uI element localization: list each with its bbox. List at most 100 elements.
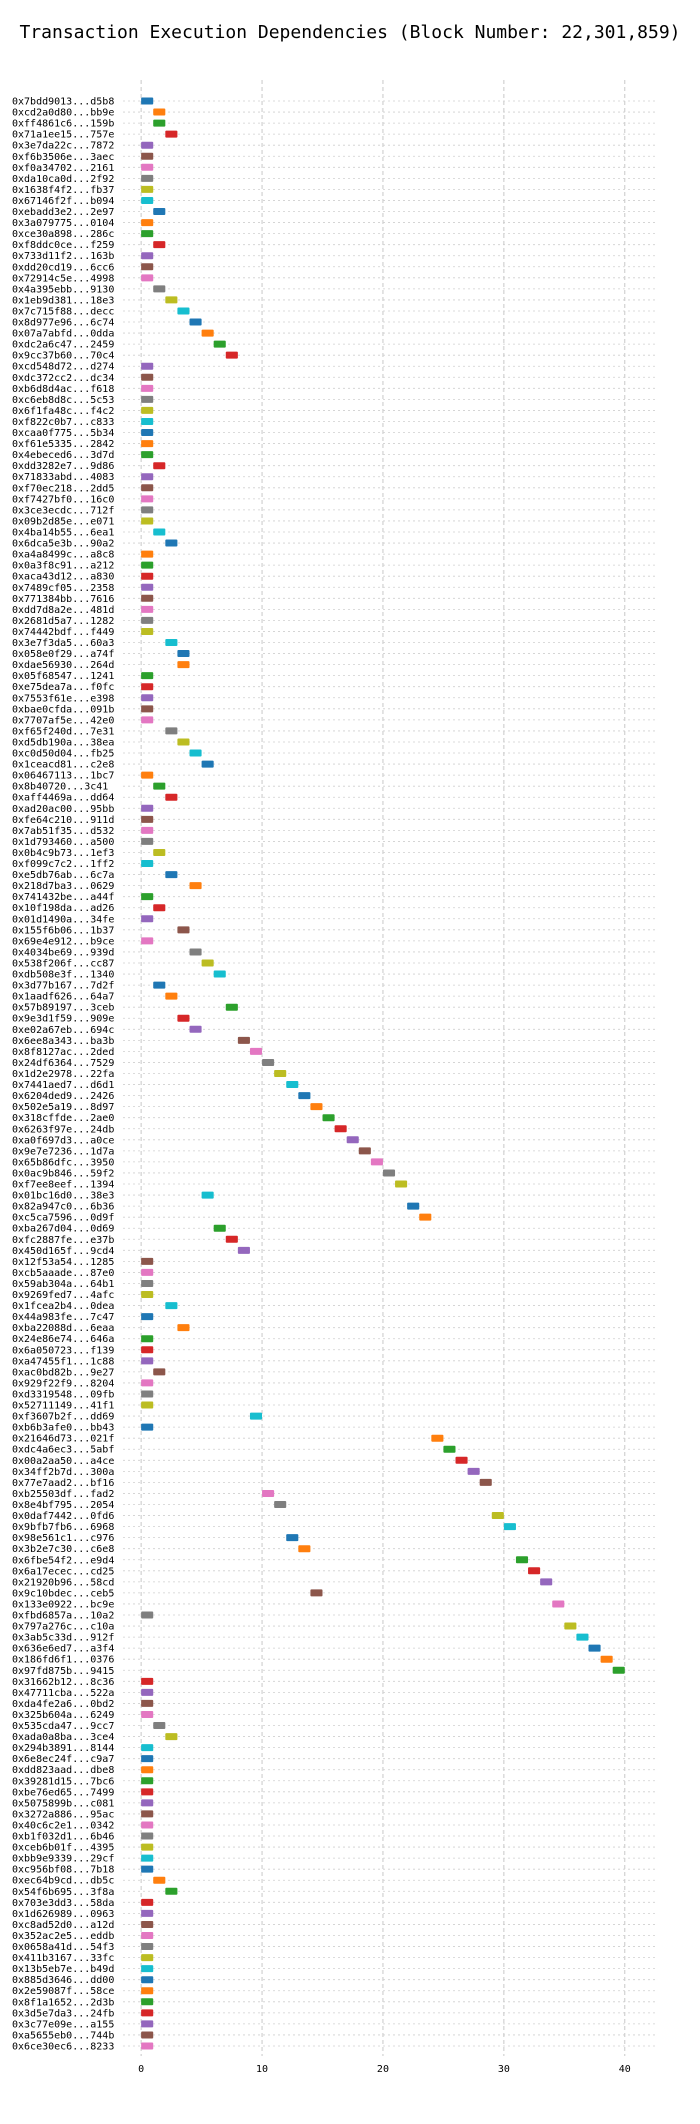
tx-label: 0x218d7ba3...0629 <box>12 881 114 892</box>
tx-bar <box>334 1125 347 1133</box>
tx-label: 0x05f68547...1241 <box>12 671 114 682</box>
tx-label: 0x3b2e7c30...c6e8 <box>12 1544 114 1555</box>
tx-bar <box>552 1600 565 1608</box>
tx-bar <box>310 1589 323 1597</box>
tx-bar <box>141 417 154 425</box>
tx-label: 0x82a947c0...6b36 <box>12 1202 114 1213</box>
tx-label: 0xebadd3e2...2e97 <box>12 207 114 218</box>
grid-lines <box>123 80 655 2056</box>
tx-label: 0x12f53a54...1285 <box>12 1257 114 1268</box>
tx-label: 0xada0a8ba...3ce4 <box>12 1732 114 1743</box>
tx-bar <box>141 1843 154 1851</box>
tx-label: 0x741432be...a44f <box>12 892 114 903</box>
tx-label: 0xc8ad52d0...a12d <box>12 1920 114 1931</box>
tx-bar <box>165 296 178 304</box>
tx-bar <box>165 793 178 801</box>
tx-bar <box>274 1500 287 1508</box>
tx-bar <box>479 1478 492 1486</box>
tx-label: 0xdc4a6ec3...5abf <box>12 1445 114 1456</box>
tx-bar <box>141 583 154 591</box>
tx-label: 0x65b86dfc...3950 <box>12 1157 114 1168</box>
tx-label: 0x1eb9d381...18e3 <box>12 295 114 306</box>
tx-label: 0x8f1a1652...2d3b <box>12 1997 114 2008</box>
x-tick-label: 40 <box>619 2064 631 2075</box>
tx-label: 0x7707af5e...42e0 <box>12 715 114 726</box>
tx-bar <box>153 848 166 856</box>
tx-label: 0x7441aed7...d6d1 <box>12 1080 114 1091</box>
tx-bar <box>141 826 154 834</box>
tx-bar <box>141 1931 154 1939</box>
tx-bar <box>141 252 154 260</box>
tx-bar <box>141 373 154 381</box>
tx-bar <box>141 771 154 779</box>
tx-label: 0xdd20cd19...6cc6 <box>12 262 114 273</box>
tx-label: 0xac0bd82b...9e27 <box>12 1367 114 1378</box>
tx-bar <box>165 992 178 1000</box>
tx-label: 0x9cc37b60...70c4 <box>12 351 114 362</box>
tx-bar <box>153 981 166 989</box>
tx-label: 0xf7427bf0...16c0 <box>12 494 114 505</box>
tx-label: 0xcb5aaade...87e0 <box>12 1268 114 1279</box>
tx-bar <box>165 639 178 647</box>
tx-label: 0xe5db76ab...6c7a <box>12 870 114 881</box>
tx-bar <box>407 1202 420 1210</box>
tx-label: 0x9e3d1f59...909e <box>12 1014 114 1025</box>
tx-bar <box>141 451 154 459</box>
tx-label: 0x31662b12...8c36 <box>12 1677 114 1688</box>
tx-bar <box>141 406 154 414</box>
tx-bar <box>612 1666 625 1674</box>
tx-label: 0x3d5e7da3...24fb <box>12 2008 114 2019</box>
tx-bar <box>141 1898 154 1906</box>
tx-bar <box>225 1235 238 1243</box>
tx-label: 0xb1f032d1...6b46 <box>12 1832 114 1843</box>
tx-bar <box>141 561 154 569</box>
tx-label: 0x6dca5e3b...90a2 <box>12 539 114 550</box>
tx-label: 0x318cffde...2ae0 <box>12 1113 114 1124</box>
tx-bar <box>213 970 226 978</box>
tx-bar <box>286 1081 299 1089</box>
tx-bar <box>515 1556 529 1564</box>
tx-label: 0xf61e5335...2842 <box>12 439 114 450</box>
tx-bar <box>177 650 190 658</box>
x-tick-label: 0 <box>138 2064 144 2075</box>
tx-label: 0x6f1fa48c...f4c2 <box>12 406 114 417</box>
tx-label: 0x885d3646...dd00 <box>12 1975 114 1986</box>
tx-label: 0x4a395ebb...9130 <box>12 284 114 295</box>
tx-label: 0xbe76ed65...7499 <box>12 1787 114 1798</box>
tx-label: 0x636e6ed7...a3f4 <box>12 1644 114 1655</box>
tx-label: 0x6204ded9...2426 <box>12 1091 114 1102</box>
tx-bar <box>141 605 154 613</box>
tx-bar <box>141 185 154 193</box>
tx-label: 0xfc2887fe...e37b <box>12 1235 114 1246</box>
tx-label: 0x54f6b695...3f8a <box>12 1887 114 1898</box>
tx-bar <box>165 871 178 879</box>
tx-bar <box>540 1578 553 1586</box>
tx-bar <box>153 241 166 249</box>
tx-label: 0x71833abd...4083 <box>12 472 114 483</box>
tx-label: 0x703e3dd3...58da <box>12 1898 114 1909</box>
tx-bar <box>141 1954 154 1962</box>
tx-label: 0xc956bf08...7b18 <box>12 1865 114 1876</box>
tx-label: 0x1d2e2978...22fa <box>12 1069 114 1080</box>
tx-label: 0x186fd6f1...0376 <box>12 1655 114 1666</box>
tx-bar <box>153 285 166 293</box>
tx-label: 0x6fbe54f2...e9d4 <box>12 1555 114 1566</box>
tx-bar <box>141 1346 154 1354</box>
tx-label: 0x8b40720...3c41 <box>12 782 108 793</box>
tx-bar <box>141 815 154 823</box>
tx-label: 0x97fd875b...9415 <box>12 1666 114 1677</box>
tx-label: 0x3d77b167...7d2f <box>12 981 114 992</box>
tx-bar <box>141 1766 154 1774</box>
tx-bar <box>262 1489 275 1497</box>
tx-bar <box>141 473 154 481</box>
tx-bar <box>141 1976 154 1984</box>
tx-bar <box>141 97 154 105</box>
tx-label: 0xfbd6857a...10a2 <box>12 1611 114 1622</box>
tx-bar <box>141 484 154 492</box>
tx-label: 0x3a079775...0104 <box>12 218 114 229</box>
tx-label: 0x24df6364...7529 <box>12 1058 114 1069</box>
x-axis-ticks: 0 10 20 30 40 <box>138 2064 631 2075</box>
tx-bar <box>141 893 154 901</box>
tx-bar <box>165 727 178 735</box>
